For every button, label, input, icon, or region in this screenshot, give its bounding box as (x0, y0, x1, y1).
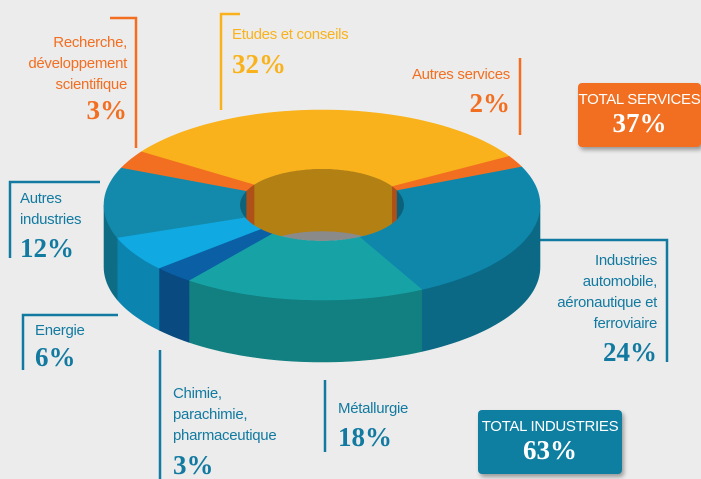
value-label: 18% (338, 422, 392, 452)
category-label: Recherche, développement scientifique (28, 34, 127, 93)
slice-inner-wall (253, 169, 393, 241)
category-label: Autres industries (20, 190, 82, 228)
total-box: TOTAL INDUSTRIES 63% (478, 410, 622, 474)
category-label: Industries automobile, aéronautique et f… (557, 252, 657, 332)
leader-line (110, 16, 138, 148)
category-label: Energie (35, 322, 85, 339)
leader-line (219, 12, 240, 110)
value-label: 2% (469, 88, 511, 118)
donut (103, 109, 541, 363)
value-label: 6% (35, 342, 76, 372)
category-label: Autres services (411, 66, 510, 83)
value-label: 12% (20, 233, 74, 263)
value-label: 3% (86, 95, 128, 125)
total-label: TOTAL INDUSTRIES (481, 418, 619, 435)
total-value: 63% (523, 435, 577, 465)
total-box: TOTAL SERVICES 37% (578, 83, 701, 147)
leader-line (8, 180, 100, 258)
slice-side (158, 267, 190, 343)
category-label: Etudes et conseils (232, 26, 349, 43)
value-label: 32% (232, 49, 286, 79)
slices (103, 109, 541, 301)
category-label: Métallurgie (338, 400, 409, 417)
value-label: 24% (603, 337, 657, 367)
outer-walls (103, 204, 541, 363)
category-label: Chimie, parachimie, pharmaceutique (173, 385, 277, 444)
total-value: 37% (612, 108, 667, 138)
leader-line (21, 313, 118, 370)
leader-lines (8, 12, 669, 479)
hole (240, 169, 404, 241)
leader-line (540, 238, 669, 362)
total-label: TOTAL SERVICES (578, 91, 701, 108)
value-label: 3% (173, 450, 214, 479)
